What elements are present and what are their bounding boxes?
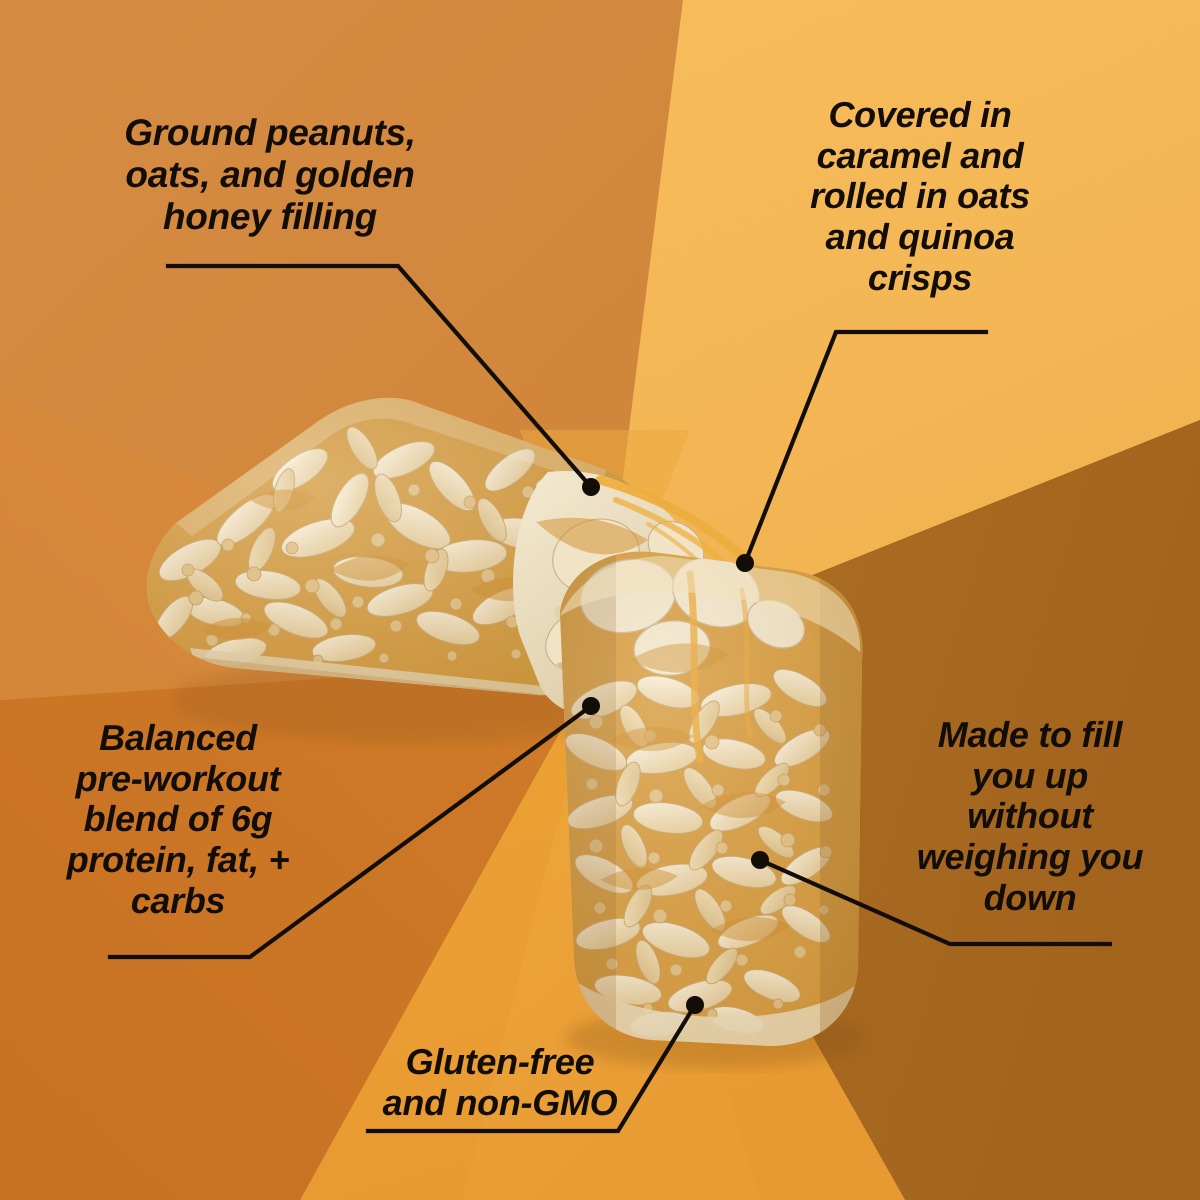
callout-dot-satiety [751, 851, 769, 869]
callout-text-fills-you-up-without-weighing-down: Made to fill you up without weighing you… [916, 714, 1144, 918]
callout-dot-filling [582, 478, 600, 496]
leader-line-filling [165, 263, 594, 490]
callout-text-ground-peanuts-oats-honey-filling: Ground peanuts, oats, and golden honey f… [124, 112, 416, 237]
callout-text-gluten-free-non-gmo: Gluten-free and non-GMO [382, 1041, 618, 1123]
callout-dot-coated [736, 554, 754, 572]
callout-dot-blend [582, 697, 600, 715]
sector-bottom-left [0, 660, 600, 1200]
leader-line-gmo [365, 1002, 698, 1134]
leader-line-satiety [757, 857, 1113, 947]
callout-text-pre-workout-macro-blend: Balanced pre-workout blend of 6g protein… [66, 717, 290, 921]
leader-line-coated [742, 329, 989, 566]
bar-standing-upright [560, 551, 863, 1046]
leader-line-blend [107, 703, 594, 960]
callout-dot-gmo [686, 996, 704, 1014]
callout-text-caramel-oats-quinoa-coating: Covered in caramel and rolled in oats an… [810, 94, 1030, 298]
